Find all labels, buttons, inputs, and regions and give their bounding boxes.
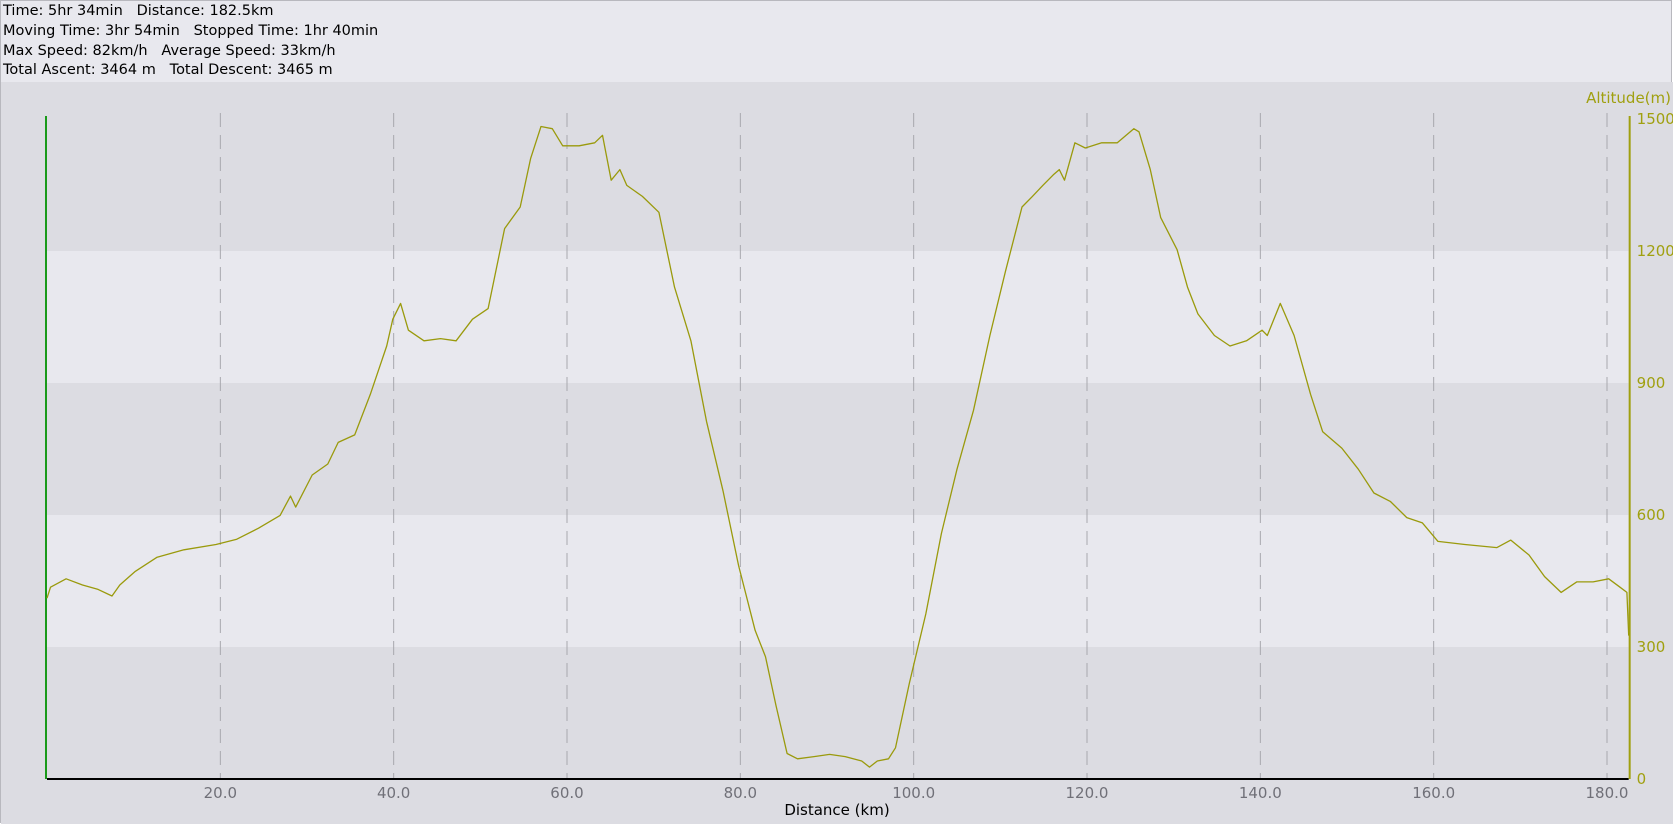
y-tick-label: 1200 [1637,242,1673,260]
y-tick-label: 0 [1637,770,1647,788]
y-tick-label: 600 [1637,506,1666,524]
stat-ascent-descent: Total Ascent: 3464 m Total Descent: 3465… [3,62,333,79]
trip-stats: Time: 5hr 34min Distance: 182.5km Moving… [3,2,378,81]
x-tick-label: 60.0 [550,784,583,802]
x-tick-label: 120.0 [1066,784,1109,802]
x-axis-title: Distance (km) [784,801,889,819]
x-tick-label: 40.0 [377,784,410,802]
plot-background [1,82,1673,824]
light-band [47,251,1629,383]
x-tick-label: 100.0 [892,784,935,802]
x-tick-label: 140.0 [1239,784,1282,802]
y-tick-label: 900 [1637,374,1666,392]
altitude-series-line [46,125,1630,768]
y-tick-label: 300 [1637,638,1666,656]
x-tick-label: 80.0 [724,784,757,802]
stat-speed: Max Speed: 82km/h Average Speed: 33km/h [3,42,336,59]
stat-moving-stopped: Moving Time: 3hr 54min Stopped Time: 1hr… [3,22,379,39]
x-tick-label: 180.0 [1586,784,1629,802]
x-tick-label: 20.0 [204,784,237,802]
x-tick-label: 160.0 [1412,784,1455,802]
stat-time-distance: Time: 5hr 34min Distance: 182.5km [3,3,274,19]
y-tick-label: 1500 [1637,110,1673,128]
y-axis-title: Altitude(m) [1586,89,1671,107]
light-band [47,515,1629,647]
